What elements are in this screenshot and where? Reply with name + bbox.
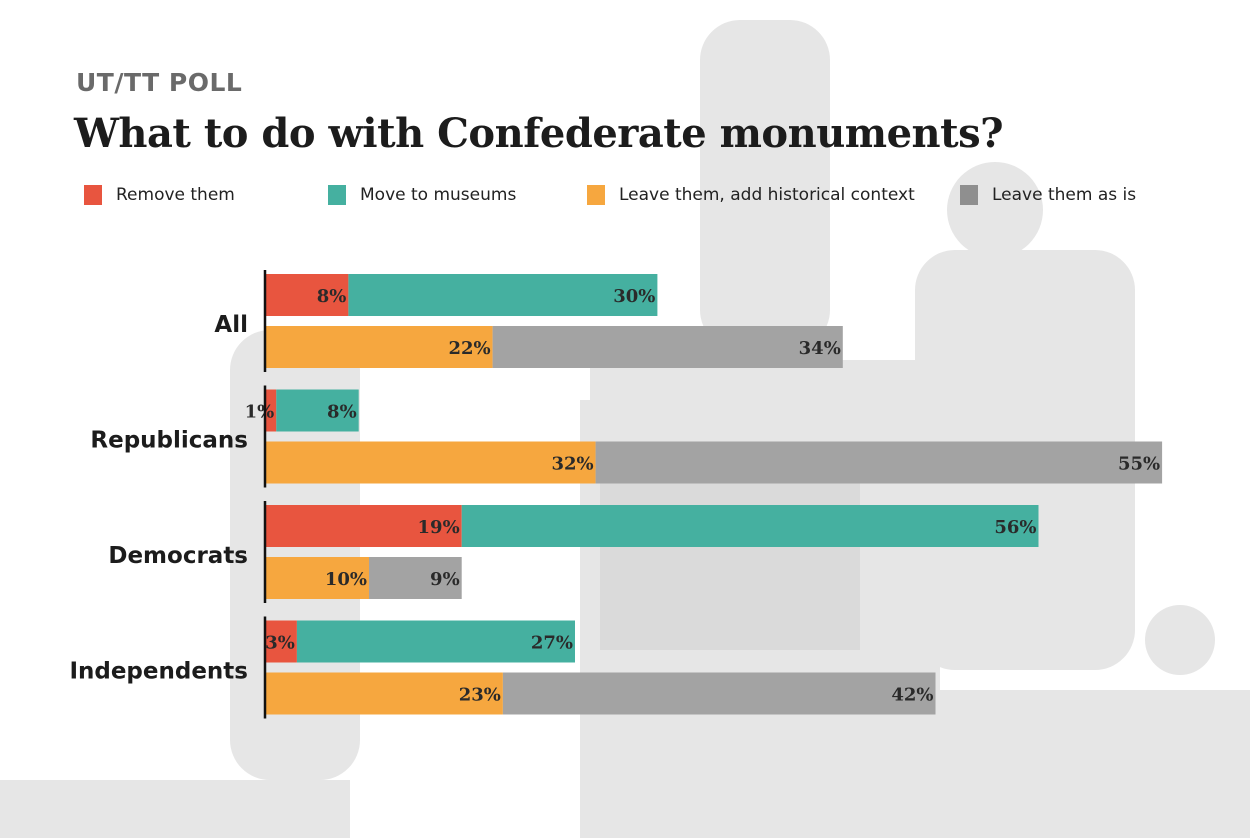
data-label: 8% (317, 286, 347, 307)
bar-segment (369, 557, 462, 599)
category-label: All (214, 312, 248, 338)
bar-segment (276, 389, 359, 432)
bar-segment (266, 557, 369, 599)
legend-label: Leave them as is (992, 185, 1137, 205)
bar-segment (266, 389, 277, 432)
bar-segment (348, 274, 658, 316)
data-label: 23% (459, 685, 501, 706)
legend-swatch (328, 185, 346, 205)
bar-segment (595, 441, 1163, 484)
legend-label: Remove them (116, 185, 235, 205)
category-label: Democrats (108, 543, 248, 569)
data-label: 8% (327, 402, 357, 423)
legend-swatch (84, 185, 102, 205)
legend-item-remove: Remove them (84, 185, 235, 205)
data-label: 1% (245, 402, 275, 423)
bar-segment (502, 672, 936, 715)
data-label: 3% (265, 633, 295, 654)
kicker-label: UT/TT POLL (76, 68, 243, 97)
bar-segment (266, 441, 596, 484)
bar-segment (461, 505, 1039, 547)
category-label: Independents (69, 659, 248, 685)
data-label: 34% (799, 338, 841, 359)
data-label: 55% (1118, 454, 1160, 475)
legend-item-context: Leave them, add historical context (587, 185, 915, 205)
data-label: 9% (430, 569, 460, 590)
data-label: 42% (891, 685, 933, 706)
bar-segment (266, 505, 462, 547)
bar-segment (266, 672, 503, 715)
data-label: 56% (994, 517, 1036, 538)
bar-segment (266, 274, 349, 316)
data-label: 30% (613, 286, 655, 307)
chart-title: What to do with Confederate monuments? (74, 110, 1004, 157)
data-label: 22% (448, 338, 490, 359)
legend-label: Move to museums (360, 185, 517, 205)
bar-segment (266, 620, 297, 663)
bar-segment (492, 326, 843, 368)
data-label: 19% (418, 517, 460, 538)
legend-item-museums: Move to museums (328, 185, 516, 205)
bar-segment (266, 326, 493, 368)
data-label: 32% (551, 454, 593, 475)
legend-swatch (960, 185, 978, 205)
bar-segment (296, 620, 575, 663)
legend-swatch (587, 185, 605, 205)
data-label: 27% (531, 633, 573, 654)
data-label: 10% (325, 569, 367, 590)
legend-label: Leave them, add historical context (619, 185, 915, 205)
category-label: Republicans (90, 428, 248, 454)
legend-item-as-is: Leave them as is (960, 185, 1136, 205)
